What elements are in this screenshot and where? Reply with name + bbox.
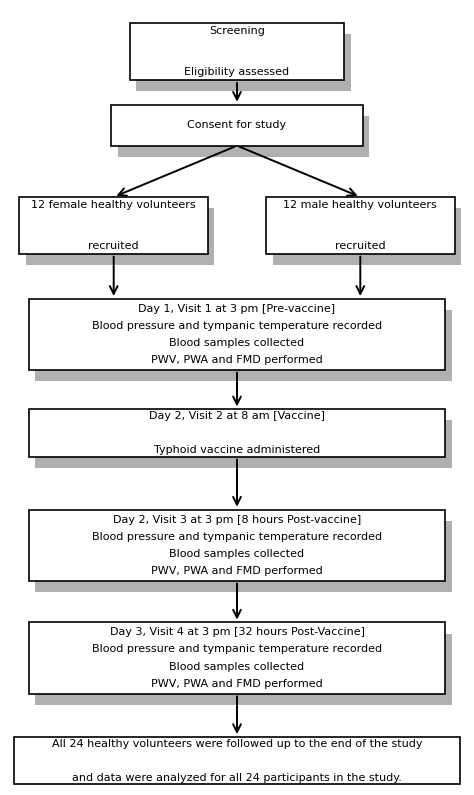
Bar [35,421,452,467]
Text: Day 2, Visit 2 at 8 am [Vaccine]: Day 2, Visit 2 at 8 am [Vaccine] [149,411,325,421]
Text: Day 1, Visit 1 at 3 pm [Pre-vaccine]: Day 1, Visit 1 at 3 pm [Pre-vaccine] [138,304,336,314]
Bar [118,115,369,157]
Text: Blood samples collected: Blood samples collected [169,661,305,672]
Text: Screening: Screening [209,26,265,37]
Bar [14,737,460,785]
Text: Blood samples collected: Blood samples collected [169,549,305,559]
Text: PWV, PWA and FMD performed: PWV, PWA and FMD performed [151,566,323,576]
Text: recruited: recruited [335,241,386,251]
Bar [111,105,363,145]
Text: Eligibility assessed: Eligibility assessed [184,68,290,77]
Bar [26,208,214,265]
Bar [35,310,452,381]
Bar [137,34,351,91]
Text: Consent for study: Consent for study [187,120,287,130]
Bar [273,208,461,265]
Text: Blood pressure and tympanic temperature recorded: Blood pressure and tympanic temperature … [92,532,382,541]
Text: Blood samples collected: Blood samples collected [169,338,305,348]
Text: PWV, PWA and FMD performed: PWV, PWA and FMD performed [151,679,323,688]
Bar [19,197,208,254]
Text: PWV, PWA and FMD performed: PWV, PWA and FMD performed [151,355,323,365]
Text: Blood pressure and tympanic temperature recorded: Blood pressure and tympanic temperature … [92,321,382,331]
Bar [29,622,445,693]
Bar [35,634,452,704]
Bar [130,23,344,80]
Text: 12 male healthy volunteers: 12 male healthy volunteers [283,200,437,210]
Text: and data were analyzed for all 24 participants in the study.: and data were analyzed for all 24 partic… [72,773,402,783]
Text: 12 female healthy volunteers: 12 female healthy volunteers [31,200,196,210]
Text: recruited: recruited [88,241,139,251]
Text: Day 3, Visit 4 at 3 pm [32 hours Post-Vaccine]: Day 3, Visit 4 at 3 pm [32 hours Post-Va… [109,627,365,638]
Text: Day 2, Visit 3 at 3 pm [8 hours Post-vaccine]: Day 2, Visit 3 at 3 pm [8 hours Post-vac… [113,514,361,525]
Text: Blood pressure and tympanic temperature recorded: Blood pressure and tympanic temperature … [92,645,382,654]
Bar [35,521,452,591]
Text: All 24 healthy volunteers were followed up to the end of the study: All 24 healthy volunteers were followed … [52,739,422,749]
Bar [29,299,445,370]
Bar [266,197,455,254]
Bar [29,510,445,580]
Text: Typhoid vaccine administered: Typhoid vaccine administered [154,445,320,455]
Bar [29,409,445,456]
